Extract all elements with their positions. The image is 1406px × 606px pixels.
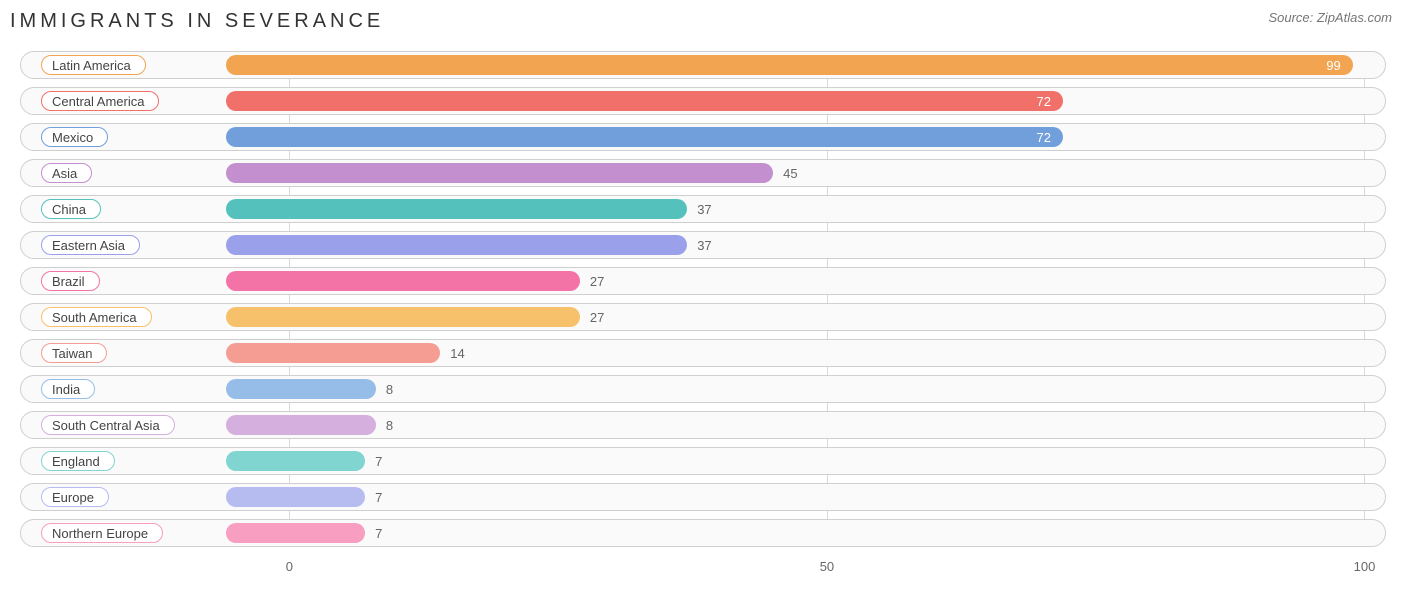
bar-track: Latin America 99: [20, 51, 1386, 79]
x-axis: 0 50 100: [20, 555, 1386, 579]
category-badge: Asia: [41, 163, 92, 183]
category-badge: China: [41, 199, 101, 219]
category-badge: England: [41, 451, 115, 471]
bar: [226, 451, 366, 471]
bar: [226, 379, 376, 399]
bar: [226, 523, 366, 543]
bar-track: India 8: [20, 375, 1386, 403]
category-badge: India: [41, 379, 95, 399]
bar-track: Taiwan 14: [20, 339, 1386, 367]
bar: [226, 91, 1063, 111]
bar-track: Central America 72: [20, 87, 1386, 115]
value-label: 27: [580, 268, 604, 294]
category-badge: Europe: [41, 487, 109, 507]
bar: [226, 235, 688, 255]
bar: [226, 343, 441, 363]
bar: [226, 163, 773, 183]
bar-track: Eastern Asia 37: [20, 231, 1386, 259]
value-label: 7: [365, 448, 382, 474]
bar-track: England 7: [20, 447, 1386, 475]
axis-tick-label: 50: [820, 559, 834, 574]
bar-track: Northern Europe 7: [20, 519, 1386, 547]
value-label: 72: [1036, 88, 1062, 114]
axis-tick-label: 100: [1354, 559, 1376, 574]
value-label: 72: [1036, 124, 1062, 150]
bar-track: Brazil 27: [20, 267, 1386, 295]
category-badge: Brazil: [41, 271, 100, 291]
bar-track: Europe 7: [20, 483, 1386, 511]
bar-track: South Central Asia 8: [20, 411, 1386, 439]
value-label: 8: [376, 412, 393, 438]
bar: [226, 199, 688, 219]
category-badge: South America: [41, 307, 152, 327]
bar: [226, 127, 1063, 147]
bar-track: South America 27: [20, 303, 1386, 331]
bars-region: Latin America99Central America72Mexico72…: [20, 51, 1386, 547]
chart-title: IMMIGRANTS IN SEVERANCE: [10, 10, 384, 33]
category-badge: Northern Europe: [41, 523, 163, 543]
bar: [226, 307, 580, 327]
bar: [226, 415, 376, 435]
value-label: 7: [365, 484, 382, 510]
category-badge: Taiwan: [41, 343, 107, 363]
category-badge: Central America: [41, 91, 159, 111]
category-badge: Mexico: [41, 127, 108, 147]
value-label: 99: [1326, 52, 1352, 78]
value-label: 14: [440, 340, 464, 366]
value-label: 45: [773, 160, 797, 186]
bar-track: Mexico 72: [20, 123, 1386, 151]
value-label: 37: [687, 232, 711, 258]
value-label: 27: [580, 304, 604, 330]
bar-track: China 37: [20, 195, 1386, 223]
value-label: 7: [365, 520, 382, 546]
chart-source: Source: ZipAtlas.com: [1268, 10, 1392, 25]
category-badge: South Central Asia: [41, 415, 175, 435]
bar: [226, 55, 1353, 75]
value-label: 8: [376, 376, 393, 402]
chart-area: Latin America99Central America72Mexico72…: [10, 51, 1396, 579]
bar: [226, 271, 580, 291]
category-badge: Eastern Asia: [41, 235, 140, 255]
bar-track: Asia 45: [20, 159, 1386, 187]
bar: [226, 487, 366, 507]
value-label: 37: [687, 196, 711, 222]
axis-tick-label: 0: [286, 559, 293, 574]
category-badge: Latin America: [41, 55, 146, 75]
